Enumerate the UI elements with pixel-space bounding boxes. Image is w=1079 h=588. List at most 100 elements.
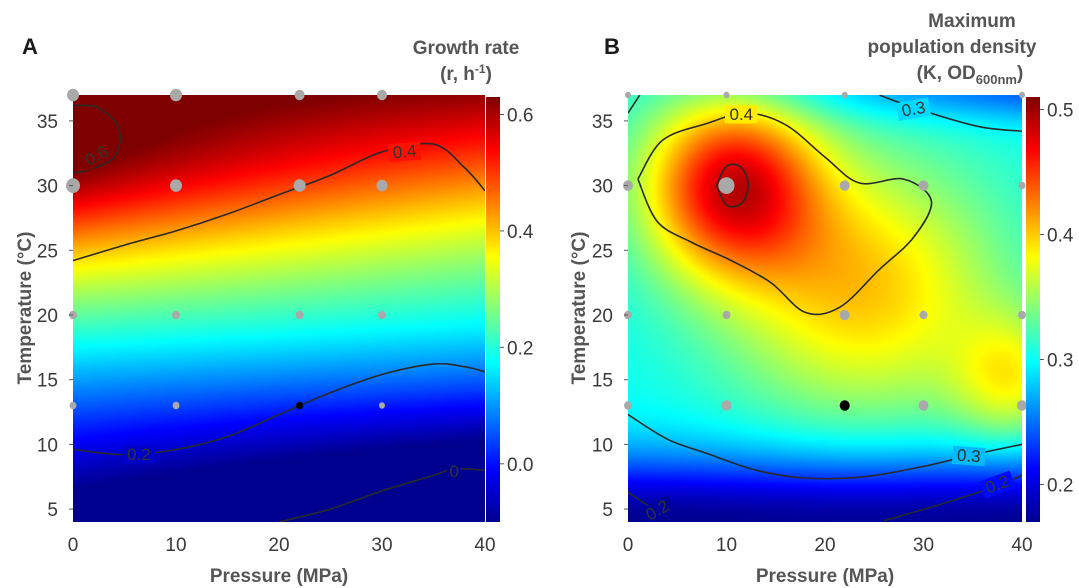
sample-point [841,91,848,99]
sample-point [170,179,182,192]
contour-label-background [951,445,986,467]
colorbar-tick-label: 0.6 [507,106,533,127]
x-tick-label: 30 [913,535,934,556]
contour-label-group: 0.4 [725,105,758,124]
sample-point [296,401,304,410]
sample-point [1018,310,1026,320]
panel-b-colorbar [1026,97,1040,522]
contour-label-background [725,105,758,124]
sample-point [377,89,387,101]
panel-a-label: A [22,34,38,59]
sample-point [918,180,929,191]
panel-a-sample-points [66,88,388,410]
colorbar-tick-label: 0.4 [507,222,534,243]
contour-label-background [447,462,461,481]
y-tick-label: 25 [592,241,613,262]
contour-label-background [638,494,677,522]
sample-point [624,401,632,410]
contour-line-level [715,163,750,208]
contour-line-0-3 [878,95,1022,132]
contour-label: 0.4 [729,105,753,124]
sample-point [378,310,386,320]
x-tick-label: 20 [268,535,289,556]
sample-point [69,401,77,410]
sample-point [718,177,735,195]
contour-label-background [122,445,156,464]
sample-point [172,401,180,410]
sample-point [839,309,850,321]
panel-b-colorbar-ticks: 0.2 0.3 0.4 0.5 [1040,101,1074,497]
sample-point [1017,400,1027,411]
panel-b-colorbar-title-line3: (K, OD600nm) [917,63,1024,87]
sample-point [625,91,631,99]
y-tick-label: 10 [592,435,613,456]
panel-a-colorbar [486,97,500,522]
panel-b-colorbar-title-line2: population density [868,37,1037,58]
panel-b-contours: 0.4 0.30.30.20.2 [628,95,1022,522]
sample-point [918,400,929,411]
sample-point [1019,91,1025,99]
contour-label-group: 0.4 [387,141,422,163]
y-tick-label: 20 [592,306,613,327]
sample-point [294,89,305,101]
panel-a-x-ticks: 0 10 20 30 40 [68,535,496,556]
panel-a: A Growth rate (r, h-1) 0.6 0.4 0.2 0 0 10 20 3… [15,34,534,587]
x-tick-label: 10 [716,535,737,556]
y-tick-label: 15 [37,371,58,392]
panel-b-x-axis-title: Pressure (MPa) [756,566,894,587]
sample-point [839,180,850,191]
panel-b-colorbar-title: Maximum population density (K, OD600nm) [868,11,1037,87]
contour-label-group: 0.2 [122,445,156,464]
sample-point [1018,181,1026,190]
y-tick-label: 35 [37,112,58,133]
panel-b: B Maximum population density (K, OD600nm… [569,11,1074,587]
y-tick-label: 15 [592,371,613,392]
y-tick-label: 10 [37,435,58,456]
panel-b-y-axis-title: Temperature (°C) [569,232,590,385]
contour-label-group: 0.3 [895,97,932,121]
contour-label: 0.3 [956,446,981,467]
panel-a-colorbar-title-line2: (r, h-1) [440,62,492,85]
sample-point [723,91,730,99]
sample-point [839,400,850,411]
sample-point [172,310,180,320]
x-tick-label: 30 [371,535,392,556]
colorbar-tick-label: 0.0 [507,455,533,476]
contour-label-background [979,470,1016,499]
contour-label: 0.2 [127,445,151,464]
sample-point [293,179,306,192]
colorbar-tick-label: 0.4 [1047,226,1074,247]
contour-label: 0 [449,462,458,481]
sample-point [67,88,79,102]
sample-point [919,310,928,320]
y-tick-label: 25 [37,241,58,262]
sample-point [295,310,304,320]
contour-label: 0.4 [392,141,417,162]
y-tick-label: 20 [37,306,58,327]
x-tick-label: 0 [623,535,634,556]
sample-point [376,179,388,192]
x-tick-label: 20 [814,535,835,556]
contour-label: 0.3 [900,98,927,121]
panel-b-label: B [604,34,620,59]
x-tick-label: 40 [474,535,495,556]
contour-label-background [78,139,116,172]
colorbar-tick-label: 0.5 [1047,101,1073,122]
panel-a-colorbar-title: Growth rate (r, h-1) [413,38,520,85]
panel-a-y-ticks: 5 10 15 20 25 30 35 [37,112,73,521]
colorbar-tick-label: 0.2 [1047,476,1073,497]
x-tick-label: 10 [165,535,186,556]
x-tick-label: 40 [1011,535,1032,556]
panel-a-x-axis-title: Pressure (MPa) [210,566,348,587]
sample-point [170,88,182,102]
sample-point [379,402,385,409]
contour-label-group: 0.3 [951,445,986,467]
contour-label-background [387,141,422,163]
panel-a-y-axis-title: Temperature (°C) [15,232,36,385]
panel-b-colorbar-title-line1: Maximum [928,11,1016,32]
y-tick-label: 5 [47,500,58,521]
sample-point [721,400,732,411]
panel-b-sample-points [623,91,1027,411]
colorbar-tick-label: 0.3 [1047,351,1073,372]
